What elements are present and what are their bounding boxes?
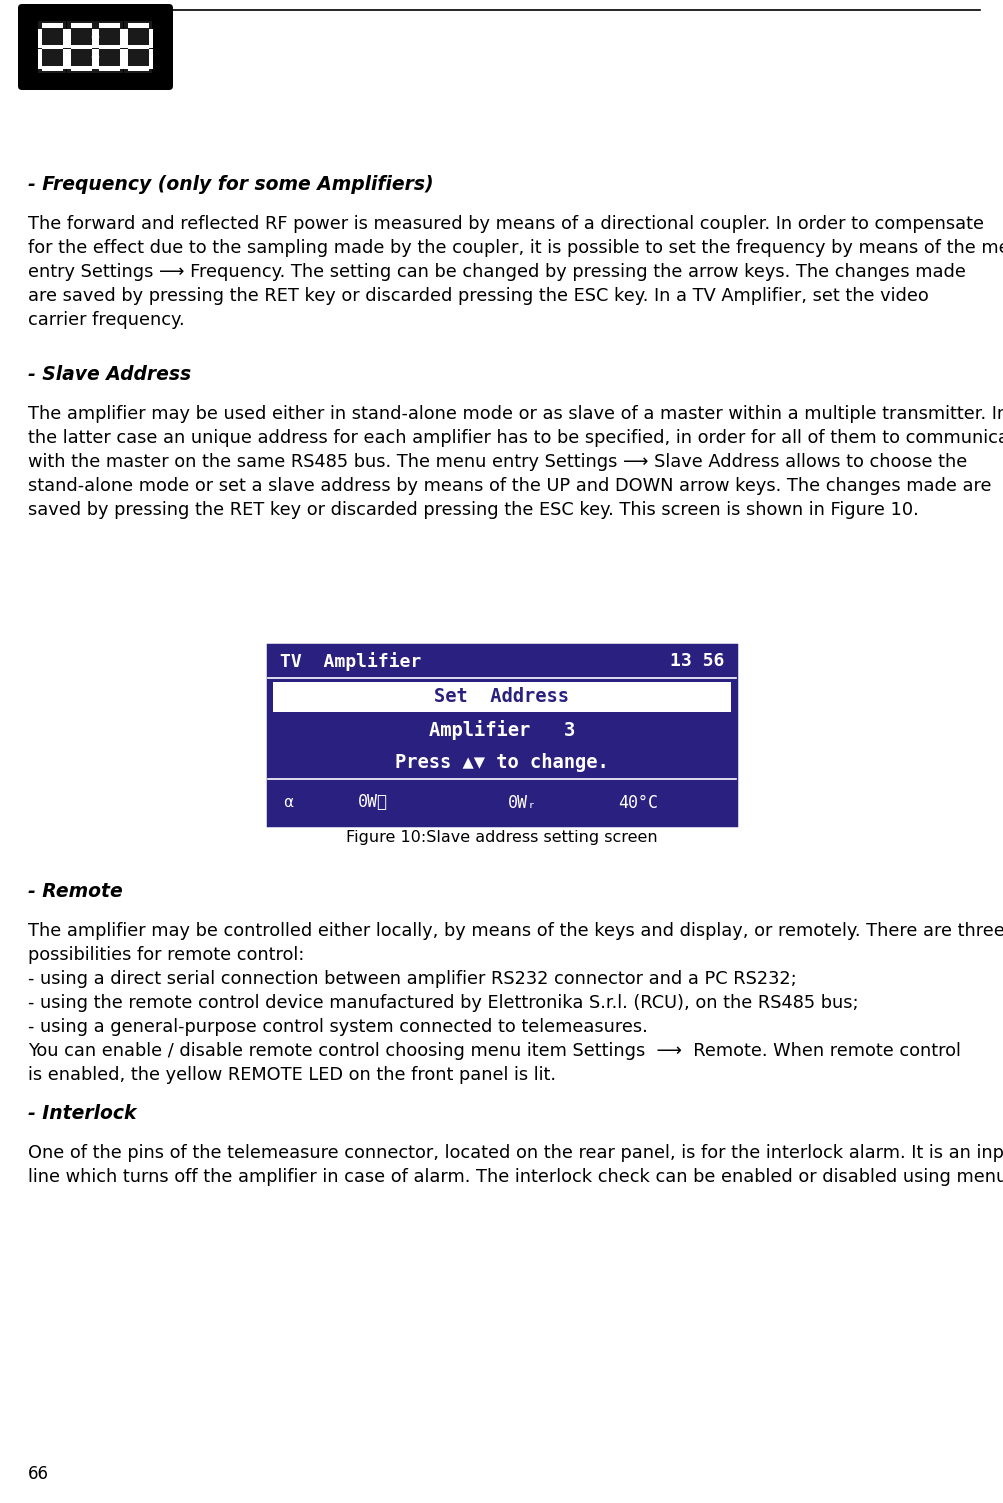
Bar <box>92 50 95 69</box>
Text: stand-alone mode or set a slave address by means of the UP and DOWN arrow keys. : stand-alone mode or set a slave address … <box>28 476 991 494</box>
Text: 66: 66 <box>28 1465 49 1483</box>
Bar <box>67 29 70 48</box>
Bar <box>41 23 63 27</box>
Text: One of the pins of the telemeasure connector, located on the rear panel, is for : One of the pins of the telemeasure conne… <box>28 1144 1003 1162</box>
Text: The amplifier may be used either in stand-alone mode or as slave of a master wit: The amplifier may be used either in stan… <box>28 404 1003 422</box>
Bar <box>149 50 152 69</box>
Bar <box>67 21 95 74</box>
Bar <box>70 66 92 71</box>
Text: - Slave Address: - Slave Address <box>28 365 191 383</box>
Bar <box>67 50 70 69</box>
Bar <box>70 23 92 27</box>
Text: The amplifier may be controlled either locally, by means of the keys and display: The amplifier may be controlled either l… <box>28 921 1003 939</box>
Bar <box>268 645 735 678</box>
Bar <box>70 45 92 50</box>
Text: possibilities for remote control:: possibilities for remote control: <box>28 945 304 963</box>
Bar <box>95 50 98 69</box>
Text: the latter case an unique address for each amplifier has to be specified, in ord: the latter case an unique address for ea… <box>28 428 1003 446</box>
Bar <box>63 29 67 48</box>
Text: 13 56: 13 56 <box>669 652 723 670</box>
Bar <box>268 679 735 783</box>
Bar <box>98 45 120 50</box>
Text: - using a direct serial connection between amplifier RS232 connector and a PC RS: - using a direct serial connection betwe… <box>28 969 796 987</box>
Text: The forward and reflected RF power is measured by means of a directional coupler: The forward and reflected RF power is me… <box>28 215 983 233</box>
Text: TV  Amplifier: TV Amplifier <box>280 652 421 670</box>
Text: line which turns off the amplifier in case of alarm. The interlock check can be : line which turns off the amplifier in ca… <box>28 1168 1003 1186</box>
Bar <box>273 682 730 712</box>
Text: 0Wᵣ: 0Wᵣ <box>508 794 538 812</box>
Text: carrier frequency.: carrier frequency. <box>28 311 185 329</box>
Bar <box>124 29 127 48</box>
Bar <box>95 29 98 48</box>
Text: - Interlock: - Interlock <box>28 1105 136 1123</box>
Text: saved by pressing the RET key or discarded pressing the ESC key. This screen is : saved by pressing the RET key or discard… <box>28 500 918 519</box>
Circle shape <box>92 54 98 60</box>
Text: with the master on the same RS485 bus. The menu entry Settings ⟶ Slave Address a: with the master on the same RS485 bus. T… <box>28 452 966 470</box>
Bar <box>38 50 41 69</box>
Bar <box>41 66 63 71</box>
Bar <box>149 29 152 48</box>
Text: 0W₟: 0W₟ <box>358 794 387 812</box>
Text: Figure 10:Slave address setting screen: Figure 10:Slave address setting screen <box>346 830 657 845</box>
Text: Set  Address: Set Address <box>434 687 569 705</box>
Text: Amplifier   3: Amplifier 3 <box>428 720 575 739</box>
FancyBboxPatch shape <box>18 5 173 90</box>
Text: are saved by pressing the RET key or discarded pressing the ESC key. In a TV Amp: are saved by pressing the RET key or dis… <box>28 287 928 305</box>
Bar <box>120 50 123 69</box>
Text: is enabled, the yellow REMOTE LED on the front panel is lit.: is enabled, the yellow REMOTE LED on the… <box>28 1066 556 1084</box>
Text: - using the remote control device manufactured by Elettronika S.r.l. (RCU), on t: - using the remote control device manufa… <box>28 993 858 1012</box>
Bar <box>120 29 123 48</box>
Bar <box>98 66 120 71</box>
Bar <box>38 29 41 48</box>
Circle shape <box>92 35 98 41</box>
Text: for the effect due to the sampling made by the coupler, it is possible to set th: for the effect due to the sampling made … <box>28 239 1003 257</box>
Text: α: α <box>283 795 293 810</box>
Bar <box>124 21 152 74</box>
Bar <box>41 45 63 50</box>
Bar <box>127 45 149 50</box>
Bar <box>127 66 149 71</box>
Text: entry Settings ⟶ Frequency. The setting can be changed by pressing the arrow key: entry Settings ⟶ Frequency. The setting … <box>28 263 965 281</box>
Bar <box>268 645 735 825</box>
Text: - Frequency (only for some Amplifiers): - Frequency (only for some Amplifiers) <box>28 174 433 194</box>
Bar <box>124 50 127 69</box>
Text: 40°C: 40°C <box>618 794 657 812</box>
Text: Press ▲▼ to change.: Press ▲▼ to change. <box>395 753 608 773</box>
Bar <box>98 23 120 27</box>
Bar <box>268 780 735 825</box>
Bar <box>127 23 149 27</box>
Bar <box>92 29 95 48</box>
Text: You can enable / disable remote control choosing menu item Settings  ⟶  Remote. : You can enable / disable remote control … <box>28 1042 960 1060</box>
Bar <box>63 50 67 69</box>
Bar <box>38 21 66 74</box>
Text: - Remote: - Remote <box>28 882 122 900</box>
Bar <box>95 21 123 74</box>
Text: - using a general-purpose control system connected to telemeasures.: - using a general-purpose control system… <box>28 1018 647 1036</box>
